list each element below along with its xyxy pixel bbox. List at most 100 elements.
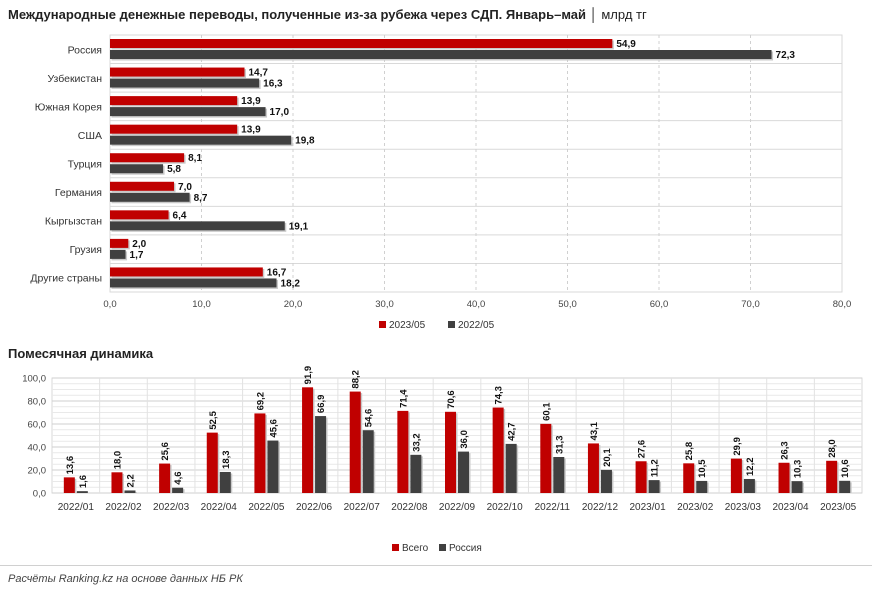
- countries-bar-chart: 0,0 10,0 20,0 30,0 40,0 50,0 60,0 70,0 80,0 Росси…: [30, 34, 852, 331]
- category-label: Германия: [55, 187, 102, 199]
- bar-russia: [124, 490, 136, 493]
- data-label: 13,9: [241, 96, 261, 107]
- legend-label: 2023/05: [389, 320, 426, 331]
- legend-swatch: [392, 544, 399, 551]
- bar-russia: [315, 416, 327, 493]
- bar-total: [826, 460, 838, 493]
- category-label: Грузия: [70, 244, 102, 256]
- bar-russia: [505, 443, 517, 493]
- bar-total: [683, 463, 695, 493]
- x-tick-label: 30,0: [375, 299, 394, 310]
- bar-russia: [839, 480, 851, 493]
- bar-russia: [362, 430, 374, 493]
- bar-2023: [110, 39, 613, 48]
- bar-2023: [110, 124, 238, 134]
- bar-2022: [110, 192, 190, 202]
- bar-russia: [600, 469, 612, 493]
- data-label: 1,7: [130, 250, 144, 261]
- data-label: 72,3: [776, 50, 796, 61]
- bar-total: [349, 391, 361, 493]
- bar-russia: [76, 491, 88, 493]
- data-label: 2,0: [132, 239, 146, 250]
- data-label: 11,2: [650, 459, 661, 477]
- bar-total: [302, 387, 314, 493]
- x-tick-label: 2023/03: [725, 502, 762, 513]
- category-label: Южная Корея: [35, 101, 102, 113]
- data-label: 18,3: [221, 450, 232, 469]
- data-label: 12,2: [745, 457, 756, 476]
- bar-russia: [743, 478, 755, 493]
- x-tick-label: 10,0: [192, 299, 211, 310]
- bar-total: [445, 411, 456, 493]
- bar-2023: [110, 67, 245, 77]
- x-tick-label: 2022/06: [296, 502, 333, 513]
- x-tick-label: 2022/02: [105, 502, 142, 513]
- chart-title: Международные денежные переводы, получен…: [8, 7, 647, 22]
- y-tick-label: 60,0: [28, 420, 47, 431]
- source-note: Расчёты Ranking.kz на основе данных НБ Р…: [8, 573, 243, 585]
- bar-2022: [110, 107, 266, 117]
- bar-total: [397, 410, 409, 493]
- data-label: 25,8: [684, 442, 695, 461]
- category-label: Кыргызстан: [45, 216, 102, 228]
- y-tick-label: 20,0: [28, 466, 47, 477]
- bar-2023: [110, 210, 169, 220]
- x-tick-label: 60,0: [650, 299, 669, 310]
- x-tick-label: 80,0: [833, 299, 852, 310]
- bar-2023: [110, 181, 175, 191]
- bar-total: [206, 432, 218, 493]
- bar-2023: [110, 96, 238, 106]
- data-label: 54,6: [364, 409, 375, 428]
- data-label: 13,6: [65, 456, 76, 475]
- x-tick-label: 2022/04: [201, 502, 238, 513]
- data-label: 43,1: [589, 421, 600, 440]
- bar-total: [587, 443, 599, 493]
- bar-total: [778, 462, 790, 493]
- monthly-bar-chart: 0,0 20,0 40,0 60,0 80,0 100,0 2022/01 13,61,6 20…: [22, 366, 863, 554]
- bar-russia: [410, 454, 422, 493]
- x-tick-label: 50,0: [558, 299, 577, 310]
- data-label: 20,1: [602, 448, 613, 467]
- data-label: 1,6: [78, 475, 89, 488]
- bar-total: [540, 423, 552, 493]
- data-label: 10,3: [793, 460, 804, 479]
- category-label: Узбекистан: [47, 73, 102, 85]
- x-tick-label: 2022/08: [391, 502, 428, 513]
- x-tick-label: 2023/01: [630, 502, 667, 513]
- x-tick-label: 70,0: [741, 299, 760, 310]
- category-label: Другие страны: [30, 273, 102, 285]
- bar-2022: [110, 50, 772, 59]
- data-label: 42,7: [507, 422, 518, 441]
- bar-russia: [219, 471, 231, 493]
- data-label: 60,1: [541, 402, 552, 421]
- x-tick-label: 2022/09: [439, 502, 476, 513]
- bar-2023: [110, 153, 185, 163]
- data-label: 13,9: [241, 125, 261, 136]
- x-tick-label: 2023/02: [677, 502, 714, 513]
- data-label: 70,6: [446, 390, 457, 409]
- data-label: 74,3: [494, 386, 505, 405]
- data-label: 66,9: [316, 395, 327, 414]
- data-label: 5,8: [167, 164, 181, 175]
- data-label: 88,2: [351, 370, 362, 389]
- category-label: США: [78, 130, 102, 142]
- data-label: 19,1: [289, 221, 309, 232]
- data-label: 14,7: [249, 68, 269, 79]
- data-label: 7,0: [178, 182, 192, 193]
- bar-2022: [110, 249, 126, 259]
- data-label: 6,4: [173, 210, 187, 221]
- data-label: 54,9: [616, 39, 636, 50]
- bar-russia: [458, 451, 469, 493]
- bar-russia: [267, 440, 279, 493]
- legend-swatch: [379, 321, 386, 328]
- bar-russia: [172, 487, 184, 493]
- x-tick-label: 2022/10: [487, 502, 524, 513]
- data-label: 52,5: [208, 410, 219, 429]
- data-label: 2,2: [125, 474, 136, 487]
- category-label: Россия: [68, 44, 102, 56]
- y-tick-label: 100,0: [22, 374, 46, 385]
- bar-total: [492, 407, 504, 493]
- monthly-chart-title: Помесячная динамика: [8, 346, 154, 361]
- bar-2023: [110, 267, 263, 277]
- x-tick-label: 2023/05: [820, 502, 857, 513]
